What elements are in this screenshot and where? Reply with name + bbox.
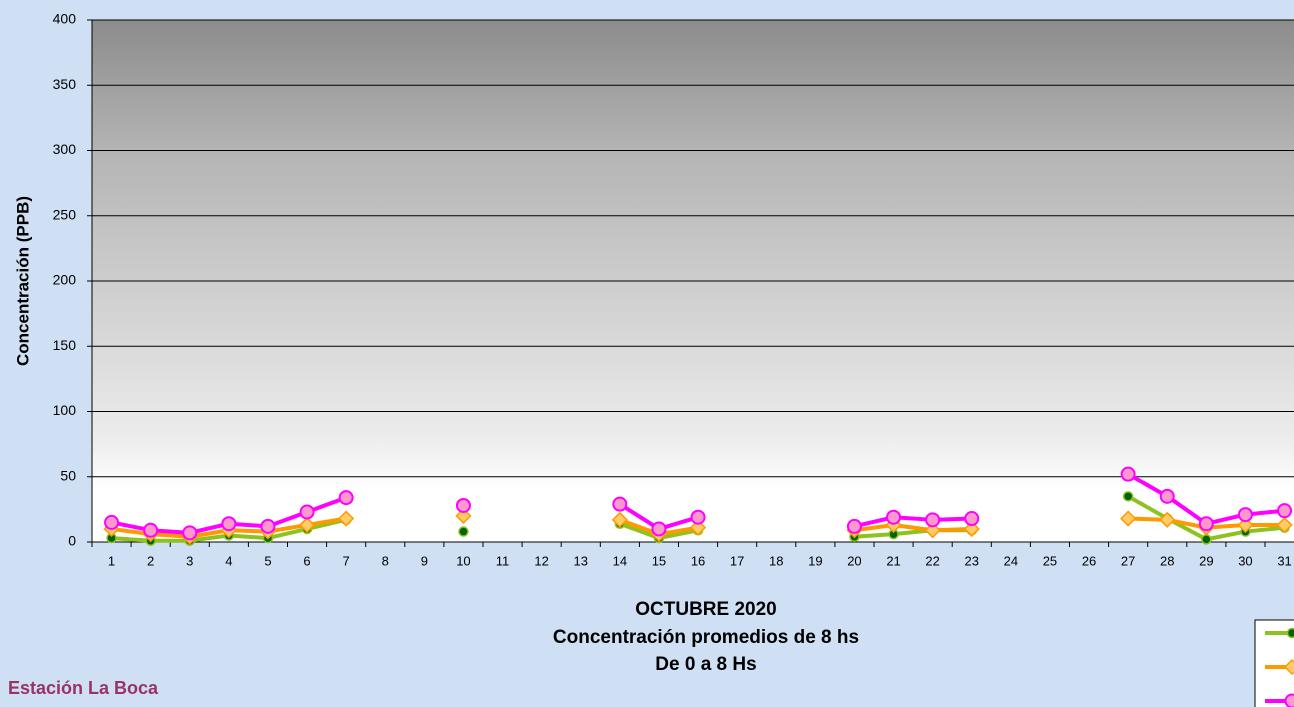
point [963,520,980,538]
point [1237,516,1254,534]
x-tick-label: 21 [886,553,900,568]
x-tick-label: 11 [496,553,510,568]
y-tick-label: 100 [53,402,77,418]
y-tick-label: 350 [53,76,77,92]
y-tick-label: 50 [60,467,76,483]
point [299,504,315,520]
point [1159,511,1176,528]
x-tick-label: 25 [1043,553,1057,568]
x-tick-label: 7 [343,553,350,568]
point [964,511,980,527]
x-tick-label: 24 [1004,553,1018,568]
x-tick-label: 22 [925,553,939,568]
point [690,509,706,525]
chart-title: OCTUBRE 2020 [635,599,777,620]
point [1237,507,1253,523]
point [221,516,237,532]
y-tick-label: 150 [53,337,77,353]
point [886,509,902,525]
chart-subtitle: Concentración promedios de 8 hs [553,627,859,648]
x-tick-label: 2 [147,553,154,568]
y-tick-label: 0 [68,533,76,549]
point [458,526,469,537]
point [612,496,628,512]
point [182,525,198,541]
x-tick-label: 23 [965,553,979,568]
point [1201,534,1212,545]
x-tick-label: 14 [613,553,627,568]
y-tick-label: 250 [53,206,77,222]
point [455,507,472,524]
point [260,518,276,534]
x-tick-label: 4 [225,553,232,568]
point [104,514,120,530]
y-tick-label: 300 [53,141,77,157]
point [298,516,316,534]
x-tick-label: 15 [652,553,666,568]
point [1198,516,1214,532]
point [455,497,471,513]
x-tick-label: 16 [691,553,705,568]
point [689,519,707,536]
x-tick-label: 10 [456,553,470,568]
legend-marker [1283,658,1294,676]
x-tick-label: 6 [303,553,310,568]
x-tick-label: 9 [421,553,428,568]
station-label: Estación La Boca [8,678,159,698]
x-tick-label: 29 [1199,553,1213,568]
x-tick-label: 1 [108,553,115,568]
x-tick-label: 26 [1082,553,1096,568]
point [846,518,862,534]
point [611,511,628,528]
x-tick-label: 20 [847,553,861,568]
point [143,522,159,538]
point [1276,516,1293,534]
point [338,510,355,527]
point [1122,491,1134,502]
x-tick-label: 31 [1277,553,1291,568]
y-tick-label: 400 [53,11,77,27]
point [925,512,941,528]
point [651,521,667,537]
point [1277,503,1293,519]
y-tick-label: 200 [53,272,77,288]
point [924,522,941,539]
chart-subtitle: De 0 a 8 Hs [655,654,756,675]
x-tick-label: 28 [1160,553,1174,568]
x-tick-label: 3 [186,553,193,568]
point [1120,466,1136,482]
point [338,490,354,506]
x-tick-label: 8 [382,553,389,568]
x-tick-label: 5 [264,553,271,568]
x-tick-label: 27 [1121,553,1135,568]
x-tick-label: 12 [534,553,548,568]
x-tick-label: 13 [574,553,588,568]
point [1120,510,1137,527]
x-tick-label: 17 [730,553,744,568]
x-tick-label: 19 [808,553,822,568]
x-tick-label: 30 [1238,553,1252,568]
x-tick-label: 18 [769,553,783,568]
legend-marker [1286,627,1294,639]
y-axis-title: Concentración (PPB) [13,196,32,366]
point [1159,488,1175,504]
legend-marker [1284,693,1294,707]
